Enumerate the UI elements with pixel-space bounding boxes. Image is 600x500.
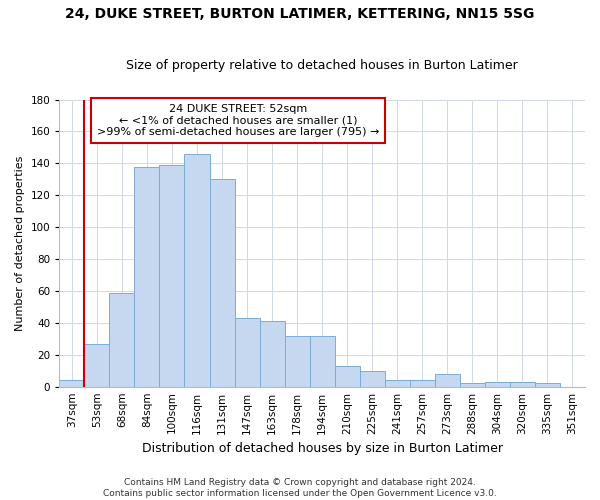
Bar (59, 380, 85, 386)
Bar (460, 384, 485, 386)
Title: Size of property relative to detached houses in Burton Latimer: Size of property relative to detached ho… (126, 59, 518, 72)
Text: 24, DUKE STREET, BURTON LATIMER, KETTERING, NN15 5SG: 24, DUKE STREET, BURTON LATIMER, KETTERI… (65, 8, 535, 22)
Y-axis label: Number of detached properties: Number of detached properties (15, 156, 25, 331)
Bar (284, 336, 310, 386)
X-axis label: Distribution of detached houses by size in Burton Latimer: Distribution of detached houses by size … (142, 442, 503, 455)
Bar (535, 384, 560, 386)
Bar (485, 382, 510, 386)
Bar (385, 380, 410, 386)
Bar (160, 165, 184, 386)
Bar (134, 166, 160, 386)
Bar (335, 366, 360, 386)
Bar (510, 382, 535, 386)
Bar (410, 380, 435, 386)
Bar (310, 336, 335, 386)
Text: Contains HM Land Registry data © Crown copyright and database right 2024.
Contai: Contains HM Land Registry data © Crown c… (103, 478, 497, 498)
Text: 24 DUKE STREET: 52sqm
← <1% of detached houses are smaller (1)
>99% of semi-deta: 24 DUKE STREET: 52sqm ← <1% of detached … (97, 104, 379, 137)
Bar (260, 322, 284, 386)
Bar (360, 370, 385, 386)
Bar (209, 180, 235, 386)
Bar (435, 374, 460, 386)
Bar (109, 292, 134, 386)
Bar (85, 344, 109, 386)
Bar (235, 318, 260, 386)
Bar (184, 154, 209, 386)
